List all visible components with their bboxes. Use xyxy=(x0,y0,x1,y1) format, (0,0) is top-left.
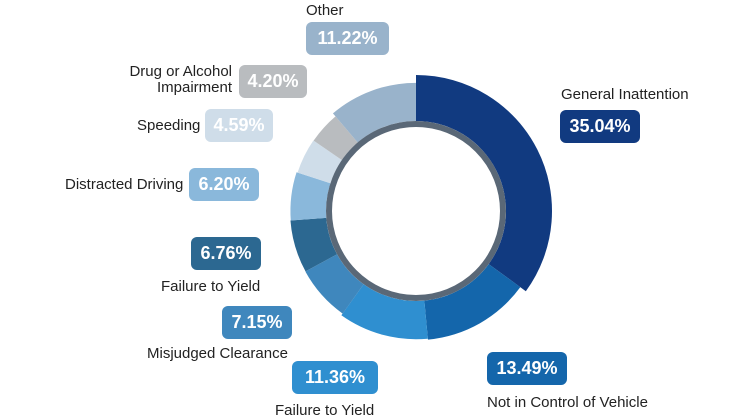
slice-label-misjudged-clearance: Misjudged Clearance xyxy=(147,345,288,362)
slice-value-badge-not-in-control: 13.49% xyxy=(487,352,567,385)
donut-slice-general-inattention-0 xyxy=(416,75,553,292)
donut-slice-speeding-6 xyxy=(297,140,342,184)
slice-value-badge-speeding: 4.59% xyxy=(205,109,273,142)
slice-label-distracted-driving: Distracted Driving xyxy=(65,176,184,193)
slice-value-badge-misjudged-clearance: 7.15% xyxy=(222,306,292,339)
slice-label-general-inattention: General Inattention xyxy=(561,86,689,103)
slice-value-badge-drug-or-alcohol-impairment: 4.20% xyxy=(239,65,307,98)
donut-slice-misjudged-clearance-3 xyxy=(305,254,364,314)
donut-slice-not-in-control-of-vehicle-1 xyxy=(424,264,521,340)
donut-slice-failure-to-yield-4 xyxy=(290,217,338,272)
donut-slices xyxy=(290,75,553,340)
donut-slice-drug-or-alcohol-impairment-7 xyxy=(313,116,358,161)
slice-label-drug-or-alcohol-impairment: Drug or Alcohol Impairment xyxy=(127,64,232,96)
slice-value-badge-failure-to-yield-large: 11.36% xyxy=(292,361,378,394)
slice-label-failure-to-yield-small: Failure to Yield xyxy=(161,278,261,295)
slice-value-badge-failure-to-yield-small: 6.76% xyxy=(191,237,261,270)
slice-label-other: Other xyxy=(306,2,344,19)
donut-slice-other-8 xyxy=(332,82,416,143)
donut-inner-ring xyxy=(326,121,506,301)
slice-label-not-in-control: Not in Control of Vehicle xyxy=(487,394,648,411)
donut-slice-failure-to-yield-2 xyxy=(341,284,428,340)
slice-label-failure-to-yield-large: Failure to Yield xyxy=(275,402,375,419)
slice-label-speeding: Speeding xyxy=(137,117,201,134)
slice-value-badge-distracted-driving: 6.20% xyxy=(189,168,259,201)
slice-value-badge-other: 11.22% xyxy=(306,22,389,55)
slice-label-text: Drug or Alcohol Impairment xyxy=(129,63,232,96)
donut-slice-distracted-driving-5 xyxy=(290,172,331,221)
slice-value-badge-general-inattention: 35.04% xyxy=(560,110,640,143)
